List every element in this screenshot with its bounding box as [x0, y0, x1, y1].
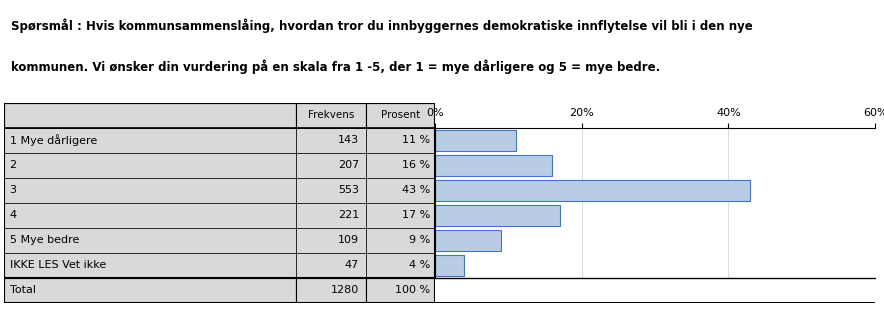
Text: 207: 207: [338, 160, 359, 170]
Bar: [366, 178, 435, 203]
Bar: [366, 153, 435, 178]
Bar: [435, 180, 751, 201]
Text: 5 Mye bedre: 5 Mye bedre: [10, 235, 79, 245]
Text: 109: 109: [338, 235, 359, 245]
Bar: [296, 203, 366, 228]
Bar: [4, 178, 296, 203]
Text: 4: 4: [10, 210, 17, 220]
Bar: [296, 128, 366, 153]
Bar: [296, 278, 366, 303]
Text: 100 %: 100 %: [395, 285, 431, 295]
Text: 221: 221: [338, 210, 359, 220]
Bar: [296, 178, 366, 203]
Text: 1280: 1280: [331, 285, 359, 295]
Bar: [4, 278, 296, 303]
Bar: [366, 128, 435, 153]
Text: Total: Total: [10, 285, 35, 295]
Bar: [366, 203, 435, 228]
Text: IKKE LES Vet ikke: IKKE LES Vet ikke: [10, 260, 106, 270]
Bar: [296, 253, 366, 278]
Text: 3: 3: [10, 185, 17, 195]
Bar: [4, 203, 296, 228]
Bar: [296, 153, 366, 178]
Bar: [366, 103, 435, 128]
Text: 9 %: 9 %: [409, 235, 431, 245]
Text: 17 %: 17 %: [402, 210, 431, 220]
Bar: [366, 228, 435, 253]
Bar: [435, 255, 464, 276]
Bar: [4, 228, 296, 253]
Bar: [4, 153, 296, 178]
Bar: [296, 103, 366, 128]
Bar: [366, 278, 435, 303]
Text: 16 %: 16 %: [402, 160, 431, 170]
Text: Frekvens: Frekvens: [308, 110, 354, 120]
Text: 47: 47: [345, 260, 359, 270]
Bar: [4, 103, 296, 128]
Bar: [4, 253, 296, 278]
Text: 553: 553: [339, 185, 359, 195]
Text: Spørsmål : Hvis kommunsammenslåing, hvordan tror du innbyggernes demokratiske in: Spørsmål : Hvis kommunsammenslåing, hvor…: [11, 19, 753, 33]
Bar: [296, 228, 366, 253]
Text: 1 Mye dårligere: 1 Mye dårligere: [10, 134, 97, 146]
Text: 4 %: 4 %: [409, 260, 431, 270]
Text: 143: 143: [338, 135, 359, 145]
Bar: [366, 253, 435, 278]
Text: Prosent: Prosent: [381, 110, 420, 120]
Bar: [4, 128, 296, 153]
Bar: [435, 230, 501, 251]
Text: 2: 2: [10, 160, 17, 170]
Text: kommunen. Vi ønsker din vurdering på en skala fra 1 -5, der 1 = mye dårligere og: kommunen. Vi ønsker din vurdering på en …: [11, 59, 660, 74]
Bar: [435, 205, 560, 226]
Bar: [435, 155, 552, 176]
Text: 11 %: 11 %: [402, 135, 431, 145]
Bar: [435, 130, 515, 151]
Text: 43 %: 43 %: [402, 185, 431, 195]
